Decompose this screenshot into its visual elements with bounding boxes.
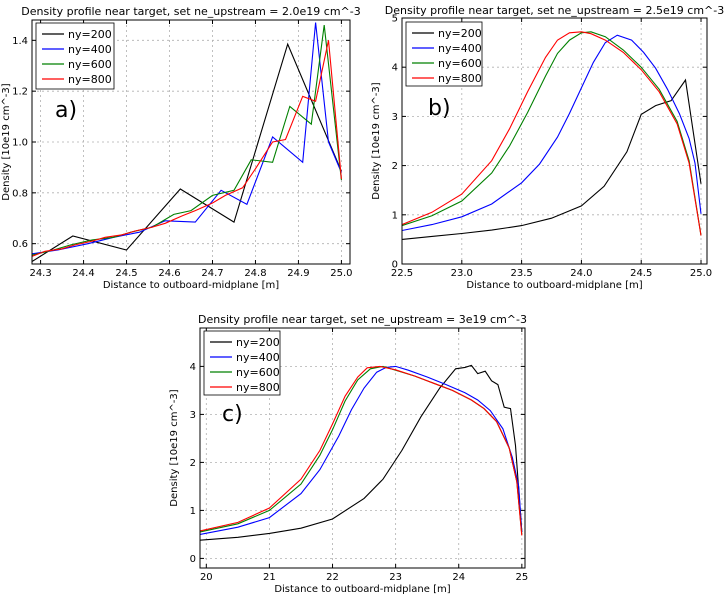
y-tick-label: 2 bbox=[392, 161, 398, 172]
y-tick-label: 0.6 bbox=[12, 239, 28, 250]
x-tick-label: 24.0 bbox=[570, 268, 592, 279]
legend-label-ny=200: ny=200 bbox=[68, 28, 112, 41]
chart-title: Density profile near target, set ne_upst… bbox=[198, 313, 527, 326]
panel-label: b) bbox=[428, 96, 451, 121]
legend: ny=200 ny=400 ny=600 ny=800 bbox=[203, 330, 281, 396]
legend-label-ny=800: ny=800 bbox=[236, 381, 280, 394]
y-axis-label: Density [10e19 cm^-3] bbox=[371, 82, 382, 199]
legend-box bbox=[203, 330, 281, 396]
chart-title: Density profile near target, set ne_upst… bbox=[385, 4, 724, 17]
x-tick-label: 24.3 bbox=[29, 268, 51, 279]
y-tick-label: 1 bbox=[392, 210, 398, 221]
legend-label-ny=800: ny=800 bbox=[68, 73, 112, 86]
legend-label-ny=200: ny=200 bbox=[236, 336, 280, 349]
series-line-ny=400 bbox=[402, 34, 702, 232]
y-tick-label: 1.2 bbox=[12, 87, 28, 98]
x-axis-label: Distance to outboard-midplane [m] bbox=[274, 584, 450, 595]
panel-label: a) bbox=[55, 98, 77, 123]
y-tick-label: 0.8 bbox=[12, 188, 28, 199]
series-line-ny=400 bbox=[200, 365, 523, 535]
plot-frame bbox=[401, 17, 708, 265]
x-tick-label: 25.0 bbox=[330, 268, 352, 279]
x-tick-label: 24.4 bbox=[72, 268, 94, 279]
x-tick-label: 22 bbox=[326, 572, 339, 583]
y-tick-label: 3 bbox=[392, 112, 398, 123]
series-line-ny=200 bbox=[200, 364, 523, 541]
x-tick-label: 24.9 bbox=[287, 268, 309, 279]
legend-label-ny=600: ny=600 bbox=[438, 57, 482, 70]
series-line-ny=200 bbox=[402, 78, 702, 240]
series-line-ny=600 bbox=[32, 25, 342, 256]
x-tick-label: 25.0 bbox=[690, 268, 712, 279]
x-tick-label: 24.5 bbox=[115, 268, 137, 279]
x-tick-label: 24.5 bbox=[630, 268, 652, 279]
series-line-ny=800 bbox=[32, 40, 342, 257]
legend-label-ny=400: ny=400 bbox=[236, 351, 280, 364]
y-tick-label: 2 bbox=[190, 458, 196, 469]
x-tick-label: 24.6 bbox=[158, 268, 180, 279]
x-tick-label: 25 bbox=[515, 572, 528, 583]
series-line-ny=600 bbox=[402, 31, 702, 236]
legend-label-ny=400: ny=400 bbox=[438, 42, 482, 55]
x-tick-label: 22.5 bbox=[391, 268, 413, 279]
chart-panel-0: 24.3 24.4 24.5 24.6 24.7 24.8 24.9 25.0 0.6 0.8 1.… bbox=[1, 5, 361, 291]
legend: ny=200 ny=400 ny=600 ny=800 bbox=[35, 22, 115, 90]
y-axis-label: Density [10e19 cm^-3] bbox=[169, 389, 180, 506]
series-line-ny=800 bbox=[200, 365, 523, 536]
legend-label-ny=600: ny=600 bbox=[236, 366, 280, 379]
legend-label-ny=600: ny=600 bbox=[68, 58, 112, 71]
y-tick-label: 4 bbox=[392, 63, 398, 74]
y-axis-label: Density [10e19 cm^-3] bbox=[1, 83, 12, 200]
chart-title: Density profile near target, set ne_upst… bbox=[21, 5, 360, 18]
y-tick-label: 1.0 bbox=[12, 138, 28, 149]
series-line-ny=400 bbox=[32, 22, 342, 255]
x-axis-label: Distance to outboard-midplane [m] bbox=[103, 280, 279, 291]
legend: ny=200 ny=400 ny=600 ny=800 bbox=[405, 21, 483, 87]
legend-label-ny=400: ny=400 bbox=[68, 43, 112, 56]
series-line-ny=200 bbox=[32, 42, 342, 262]
y-tick-label: 4 bbox=[190, 362, 196, 373]
y-tick-label: 1.4 bbox=[12, 36, 28, 47]
legend-label-ny=200: ny=200 bbox=[438, 27, 482, 40]
x-tick-label: 24.7 bbox=[201, 268, 223, 279]
panel-label: c) bbox=[222, 402, 243, 427]
x-tick-label: 23 bbox=[389, 572, 402, 583]
x-tick-label: 24 bbox=[452, 572, 465, 583]
x-tick-label: 24.8 bbox=[244, 268, 266, 279]
x-tick-label: 23.5 bbox=[510, 268, 532, 279]
x-tick-label: 20 bbox=[200, 572, 213, 583]
legend-label-ny=800: ny=800 bbox=[438, 72, 482, 85]
x-tick-label: 23.0 bbox=[451, 268, 473, 279]
plot-frame bbox=[199, 327, 526, 569]
y-tick-label: 5 bbox=[392, 14, 398, 25]
y-tick-label: 3 bbox=[190, 410, 196, 421]
x-axis-label: Distance to outboard-midplane [m] bbox=[466, 280, 642, 291]
y-tick-label: 1 bbox=[190, 506, 196, 517]
y-tick-label: 0 bbox=[190, 554, 196, 565]
y-tick-label: 0 bbox=[392, 260, 398, 271]
series-line-ny=800 bbox=[402, 31, 702, 236]
x-tick-label: 21 bbox=[263, 572, 276, 583]
